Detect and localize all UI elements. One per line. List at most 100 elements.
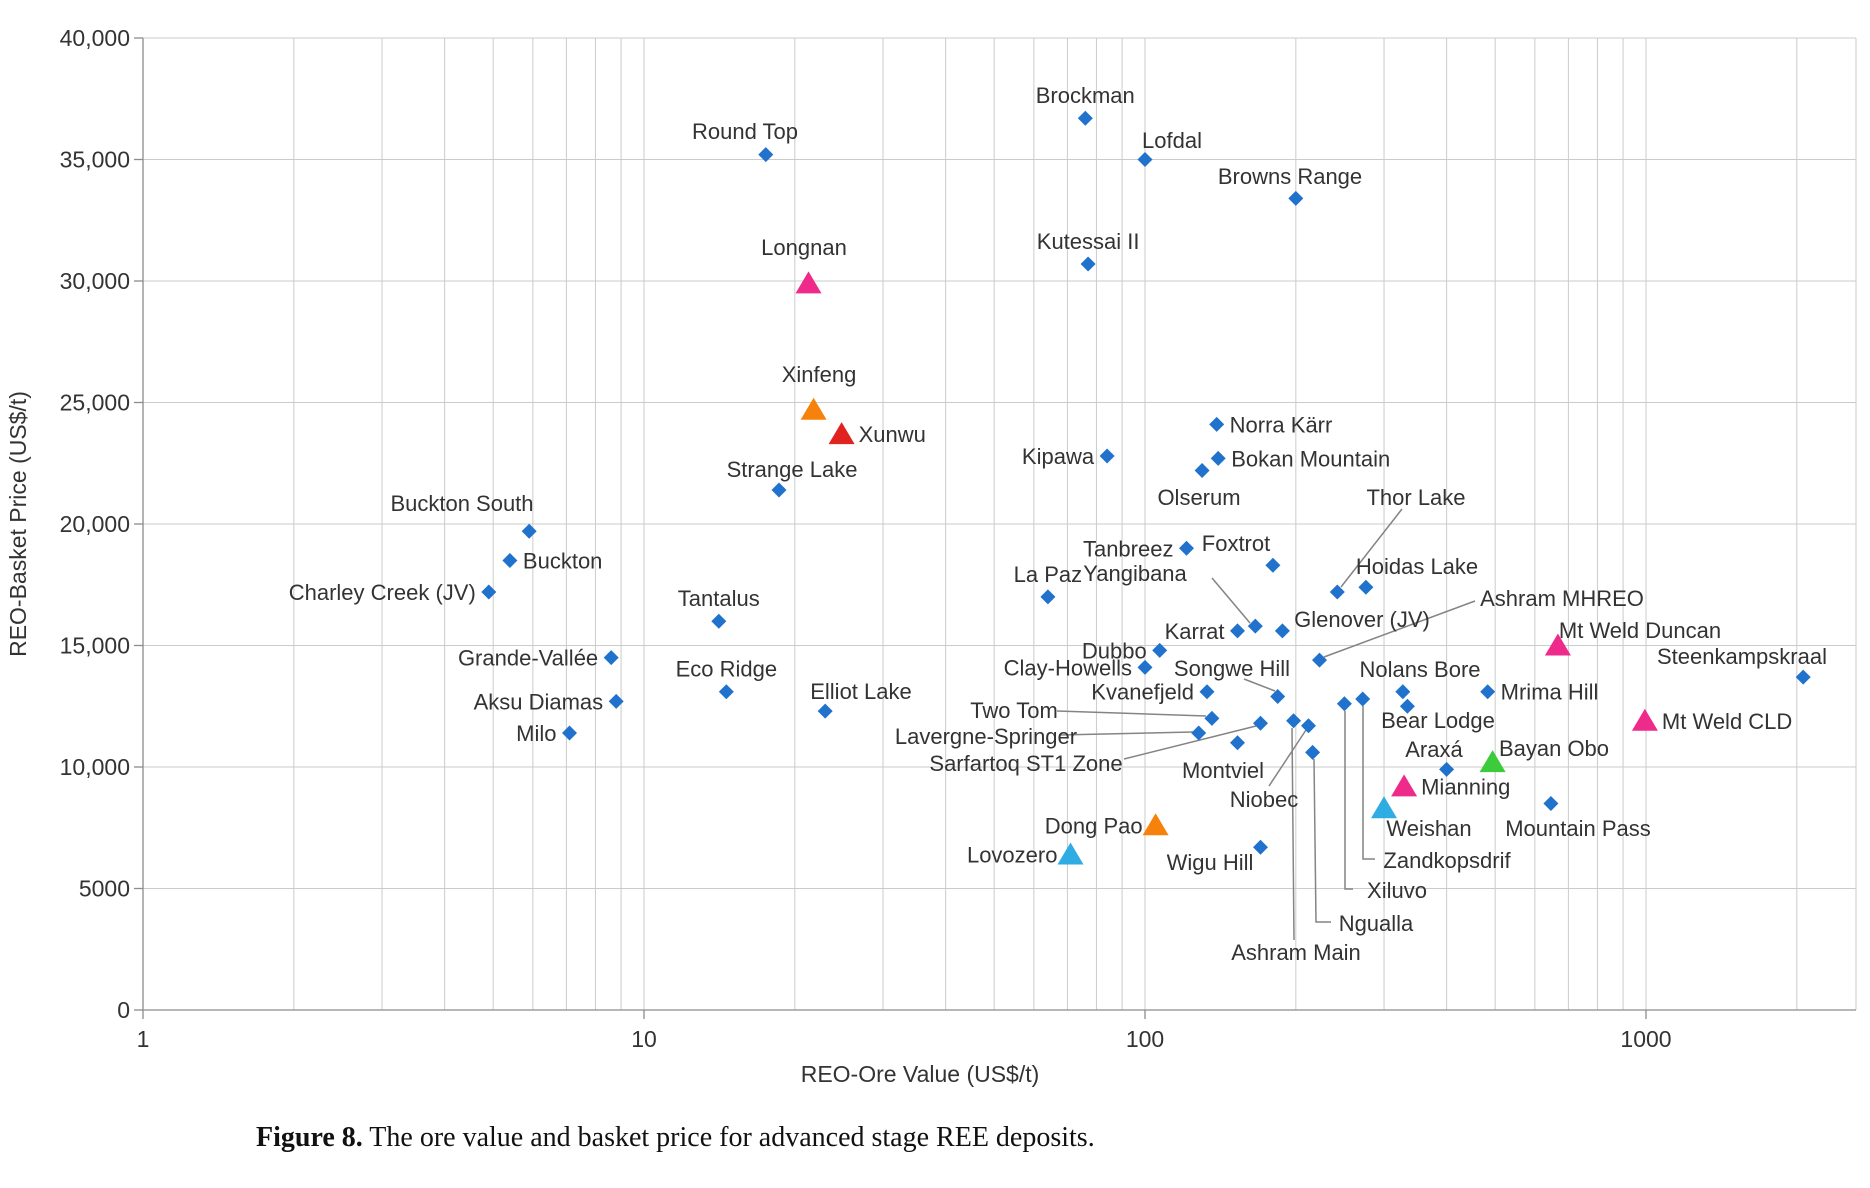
data-point-label: Foxtrot (1202, 531, 1270, 556)
data-point-label: Elliot Lake (810, 679, 912, 704)
data-point-label: Ngualla (1339, 911, 1414, 936)
data-point-label: Yangibana (1083, 561, 1187, 586)
data-point-marker (1305, 744, 1321, 760)
data-point-label: Clay-Howells (1004, 655, 1132, 680)
leader-line (1323, 600, 1476, 658)
data-point-label: Lavergne-Springer (895, 724, 1077, 749)
data-point-marker (1099, 448, 1115, 464)
data-point-marker (1336, 696, 1352, 712)
data-point-marker (1057, 842, 1084, 865)
data-point-marker (1265, 557, 1281, 573)
data-point-marker (608, 693, 624, 709)
data-point-marker (1209, 416, 1225, 432)
x-tick-label: 10 (631, 1026, 657, 1052)
data-point-marker (481, 584, 497, 600)
data-point-marker (1230, 735, 1245, 751)
figure-caption-text: The ore value and basket price for advan… (362, 1122, 1095, 1153)
data-point-label: Dong Pao (1045, 813, 1143, 838)
leader-line (1340, 508, 1403, 588)
leader-line (1123, 725, 1257, 760)
data-point-marker (1358, 579, 1374, 595)
data-point-label: Wigu Hill (1167, 850, 1254, 875)
data-point-label: Strange Lake (727, 457, 858, 482)
data-point-label: Lovozero (967, 842, 1058, 867)
data-point-label: Lofdal (1142, 128, 1202, 153)
data-point-label: Araxá (1405, 737, 1463, 762)
data-point-label: Bokan Mountain (1231, 446, 1390, 471)
data-point-marker (1137, 659, 1153, 675)
data-point-label: Browns Range (1218, 164, 1362, 189)
data-point-label: Xiluvo (1367, 878, 1427, 903)
data-point-marker (1191, 725, 1207, 741)
x-axis-title: REO-Ore Value (US$/t) (801, 1061, 1040, 1087)
data-point-label: Hoidas Lake (1356, 554, 1478, 579)
y-tick-label: 10,000 (60, 754, 130, 780)
data-point-label: Glenover (JV) (1294, 607, 1430, 632)
data-point-label: Nolans Bore (1359, 657, 1480, 682)
leader-line (1344, 711, 1353, 890)
data-point-marker (1480, 684, 1496, 700)
data-point-marker (502, 553, 518, 568)
data-point-marker (1179, 540, 1194, 556)
data-point-marker (1077, 110, 1093, 126)
data-point-marker (1142, 813, 1169, 836)
leader-line (1056, 710, 1207, 717)
data-point-marker (1080, 256, 1096, 272)
data-point-label: Thor Lake (1366, 485, 1465, 510)
data-point-marker (1247, 618, 1263, 634)
data-point-label: Eco Ridge (676, 657, 778, 682)
data-point-label: Montviel (1182, 758, 1264, 783)
data-point-label: Round Top (692, 119, 798, 144)
data-point-marker (562, 725, 577, 741)
x-tick-label: 100 (1126, 1026, 1164, 1052)
data-point-label: Niobec (1230, 787, 1298, 812)
data-point-label: Charley Creek (JV) (289, 580, 476, 605)
data-point-marker (1210, 450, 1226, 466)
leader-line (1058, 731, 1194, 736)
data-point-label: Ashram MHREO (1480, 586, 1644, 611)
data-point-label: Tantalus (678, 586, 760, 611)
data-point-label: Longnan (761, 235, 847, 260)
data-point-label: Kutessai II (1037, 229, 1140, 254)
data-point-label: Ashram Main (1231, 940, 1361, 965)
data-point-marker (1253, 715, 1268, 731)
figure-caption-label: Figure 8. (256, 1122, 363, 1153)
data-point-marker (711, 613, 727, 629)
data-point-label: Xinfeng (782, 362, 857, 387)
data-point-label: Zandkopsdrif (1383, 848, 1511, 873)
data-point-marker (795, 271, 822, 294)
data-point-label: Bayan Obo (1499, 736, 1609, 761)
data-point-label: Buckton (523, 548, 603, 573)
data-point-marker (1286, 713, 1302, 729)
data-point-label: Kipawa (1022, 444, 1095, 469)
data-point-marker (1355, 691, 1371, 707)
data-point-label: Mt Weld CLD (1662, 709, 1792, 734)
data-point-marker (828, 422, 855, 445)
data-point-label: Mountain Pass (1505, 816, 1651, 841)
leader-line (1291, 727, 1295, 941)
data-point-marker (1479, 750, 1506, 773)
data-point-marker (1253, 839, 1268, 855)
y-tick-label: 40,000 (60, 25, 130, 51)
data-point-marker (1312, 652, 1327, 668)
data-point-label: Mianning (1421, 774, 1510, 799)
data-point-marker (1230, 623, 1245, 639)
data-point-marker (1274, 623, 1290, 639)
data-point-marker (603, 650, 619, 666)
data-point-marker (1391, 774, 1418, 797)
data-point-marker (1544, 633, 1571, 656)
data-point-label: Dubbo (1082, 638, 1147, 663)
data-point-marker (521, 523, 537, 539)
data-point-label: Bear Lodge (1381, 708, 1495, 733)
data-point-marker (1301, 718, 1316, 734)
data-point-marker (1204, 710, 1220, 726)
leader-line (1362, 706, 1375, 860)
data-point-marker (771, 482, 787, 498)
data-point-label: Weishan (1386, 816, 1471, 841)
data-point-label: Karrat (1165, 619, 1225, 644)
data-point-marker (758, 147, 774, 163)
y-tick-label: 35,000 (60, 147, 130, 173)
data-point-marker (1329, 584, 1345, 600)
y-tick-label: 15,000 (60, 633, 130, 659)
data-point-marker (1040, 589, 1056, 605)
